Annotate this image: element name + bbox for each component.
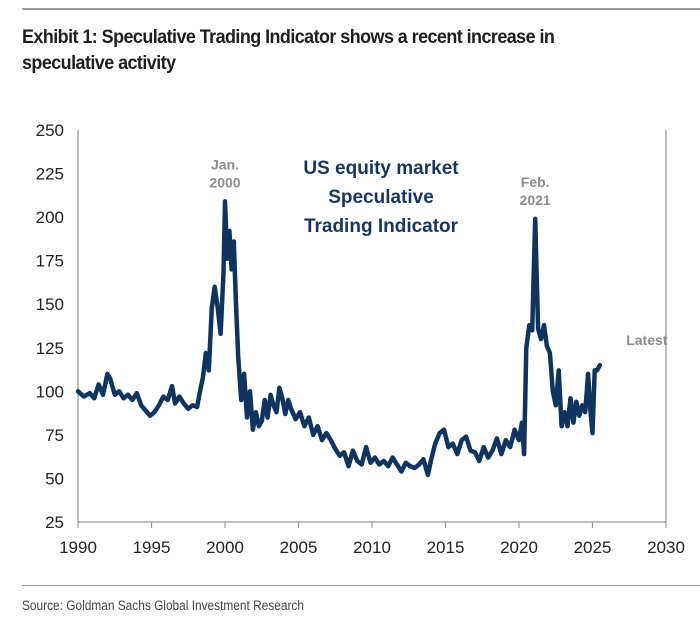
chart-annotations: Jan. 2000 Feb. 2021 Latest — [209, 156, 667, 348]
exhibit-title: Exhibit 1: Speculative Trading Indicator… — [22, 26, 555, 74]
x-tick-label: 2025 — [574, 538, 612, 557]
chart-title-line: Speculative — [328, 187, 434, 208]
y-axis-ticks: 250 225 200 175 150 125 100 75 50 25 — [36, 121, 64, 532]
header-rule — [22, 8, 700, 10]
y-tick-label: 250 — [36, 121, 64, 140]
y-tick-label: 100 — [36, 382, 64, 401]
x-tick-label: 2010 — [353, 538, 391, 557]
x-tick-label: 2015 — [427, 538, 465, 557]
annotation-label: Jan. — [211, 156, 239, 172]
chart-title-line: US equity market — [303, 158, 459, 179]
x-tick-label: 1995 — [133, 538, 171, 557]
x-tick-label: 2030 — [647, 538, 685, 557]
y-tick-label: 225 — [36, 165, 64, 184]
series-line — [75, 199, 603, 478]
y-tick-label: 175 — [36, 252, 64, 271]
chart-title-line: Trading Indicator — [304, 216, 459, 237]
annotation-label: 2000 — [209, 174, 240, 190]
y-tick-label: 75 — [45, 426, 64, 445]
x-tick-label: 1990 — [59, 538, 97, 557]
source-note: Source: Goldman Sachs Global Investment … — [22, 598, 304, 613]
chart-inner-title: US equity market Speculative Trading Indic… — [303, 158, 459, 237]
annotation-label: 2021 — [520, 192, 551, 208]
footer-rule — [22, 585, 700, 586]
annotation-label: Feb. — [521, 174, 550, 190]
annotation-label: Latest — [626, 332, 668, 348]
y-tick-label: 200 — [36, 208, 64, 227]
chart-series — [75, 199, 603, 478]
x-tick-label: 2005 — [280, 538, 318, 557]
x-tick-label: 2020 — [500, 538, 538, 557]
y-tick-label: 50 — [45, 469, 64, 488]
x-axis-ticks: 1990 1995 2000 2005 2010 2015 2020 2025 2030 — [59, 522, 685, 557]
x-tick-label: 2000 — [206, 538, 244, 557]
y-tick-label: 125 — [36, 339, 64, 358]
y-tick-label: 25 — [45, 513, 64, 532]
y-tick-label: 150 — [36, 295, 64, 314]
